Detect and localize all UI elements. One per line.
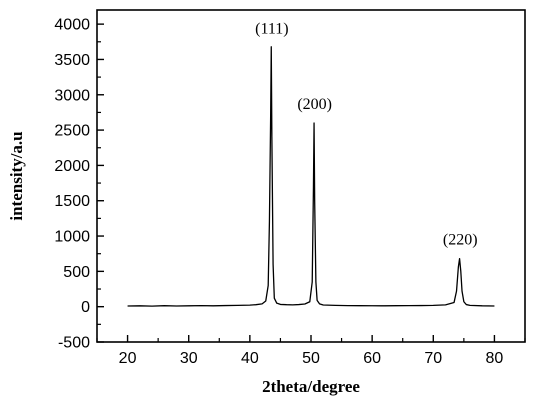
y-tick-label-6: 2500 (54, 123, 90, 140)
peak-label-2: (220) (443, 232, 478, 249)
y-tick-label-9: 4000 (54, 17, 90, 34)
y-tick-label-5: 2000 (54, 158, 90, 175)
ticks (96, 23, 526, 343)
y-tick-label-3: 1000 (54, 229, 90, 246)
y-axis-title: intensity/a.u (7, 131, 26, 220)
y-tick-label-8: 3500 (54, 52, 90, 69)
tick-labels: 20 30 40 50 60 70 80 -500 0 500 1000 1500 2000 2500 30… (54, 17, 503, 367)
y-tick-label-0: -500 (58, 335, 90, 352)
peak-label-1: (200) (297, 96, 332, 113)
x-tick-label-1: 30 (180, 350, 198, 367)
x-axis-title: 2theta/degree (262, 377, 360, 396)
x-tick-label-6: 80 (486, 350, 504, 367)
y-tick-label-7: 3000 (54, 87, 90, 104)
peak-annotations: (111) (200) (220) (255, 20, 477, 248)
y-tick-label-1: 0 (81, 299, 90, 316)
peak-label-0: (111) (255, 20, 288, 37)
x-tick-label-5: 70 (424, 350, 442, 367)
x-tick-label-2: 40 (241, 350, 259, 367)
series-line (127, 46, 495, 307)
y-tick-label-4: 1500 (54, 193, 90, 210)
y-tick-label-2: 500 (63, 264, 90, 281)
x-tick-label-3: 50 (302, 350, 320, 367)
x-tick-label-4: 60 (363, 350, 381, 367)
x-tick-label-0: 20 (119, 350, 137, 367)
